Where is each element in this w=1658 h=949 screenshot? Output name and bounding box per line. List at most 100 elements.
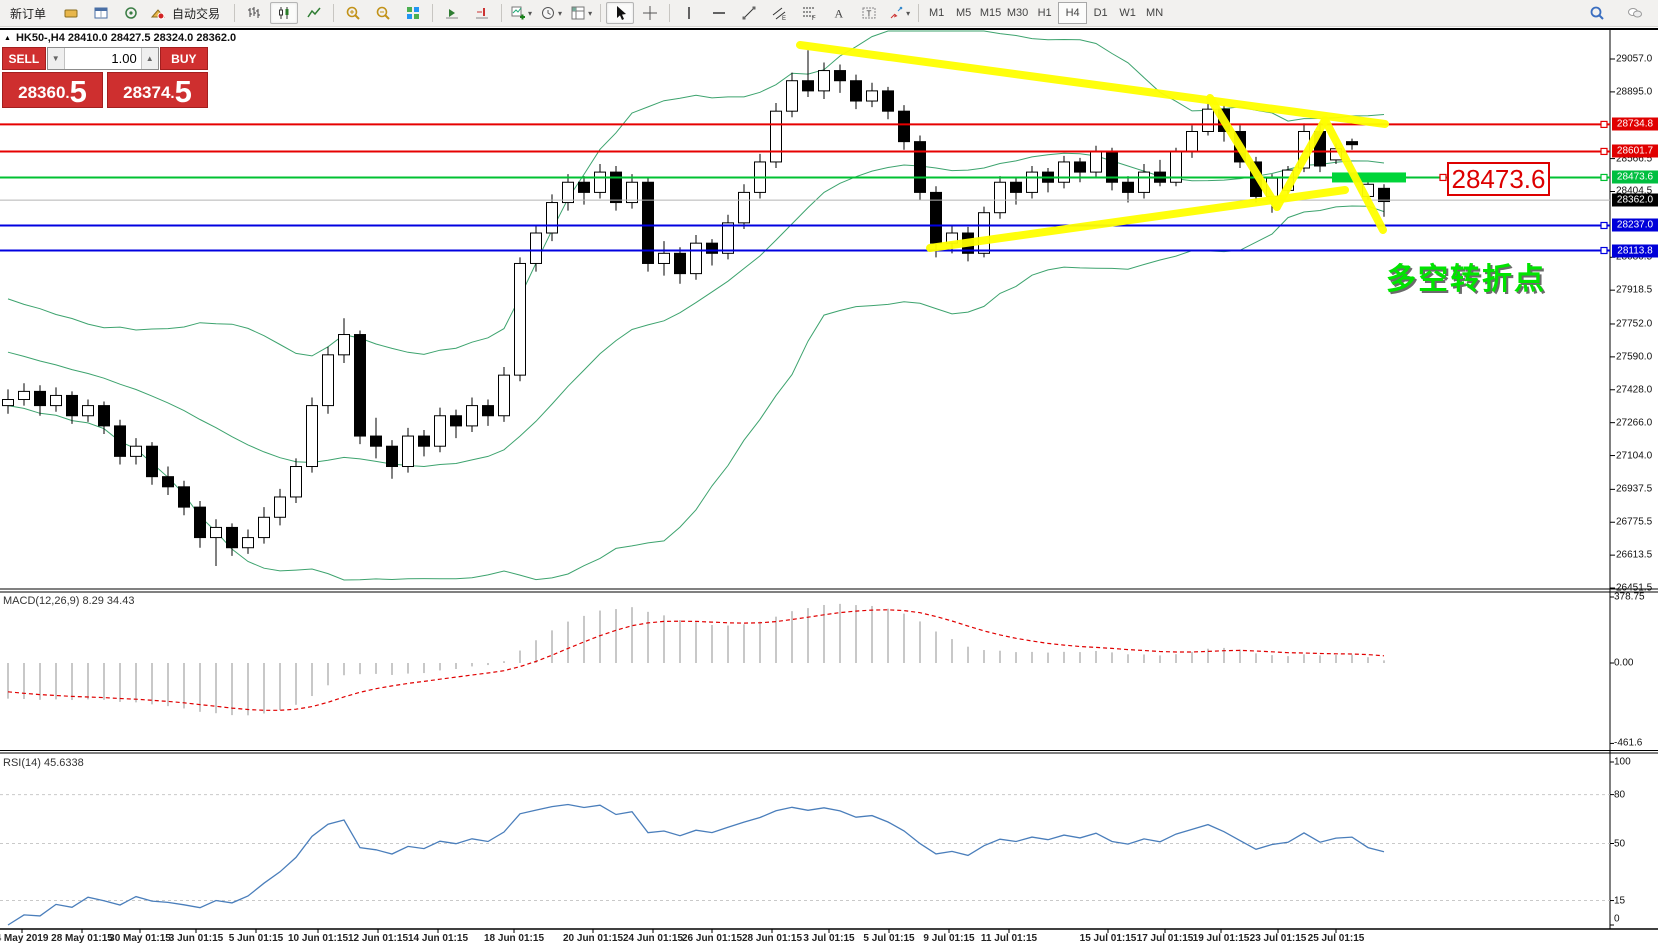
timeframe-mn-button[interactable]: MN xyxy=(1146,7,1164,19)
volume-input[interactable] xyxy=(64,48,141,69)
text-label-button[interactable]: T xyxy=(855,2,883,24)
rsi-axis-tick: 0 xyxy=(1614,913,1620,925)
data-window-icon xyxy=(125,7,137,19)
chat-icon[interactable] xyxy=(1621,2,1649,24)
line-chart-icon xyxy=(307,7,321,18)
trendline-button[interactable] xyxy=(735,2,763,24)
time-axis-label: 3 Jul 01:15 xyxy=(803,933,855,944)
bar-chart-button[interactable] xyxy=(240,2,268,24)
chart-title-text: HK50-,H4 28410.0 28427.5 28324.0 28362.0 xyxy=(15,32,237,44)
templates-icon xyxy=(571,6,585,20)
rsi-axis-tick: 80 xyxy=(1614,789,1626,801)
fibonacci-button[interactable]: F xyxy=(795,2,823,24)
time-axis-label: 12 Jun 01:15 xyxy=(347,933,409,944)
time-axis-label: 10 Jun 01:15 xyxy=(287,933,349,944)
turning-point-annotation[interactable]: 多空转折点 xyxy=(1386,263,1546,296)
price-callout-box[interactable]: 28473.6 xyxy=(1447,162,1550,196)
green-highlight-segment[interactable] xyxy=(1332,172,1406,183)
chevron-down-icon: ▾ xyxy=(558,8,563,18)
price-axis-tick: 27590.0 xyxy=(1616,351,1653,363)
time-axis-label: 24 Jun 01:15 xyxy=(622,933,684,944)
sell-button[interactable]: SELL xyxy=(2,47,46,70)
time-axis-label: 19 Jul 01:15 xyxy=(1192,933,1250,944)
zoom-in-button[interactable] xyxy=(339,2,367,24)
timeframe-m1-button[interactable]: M1 xyxy=(928,7,945,19)
price-axis-tick: 26451.5 xyxy=(1616,582,1653,594)
auto-trading-button[interactable]: 自动交易 xyxy=(147,2,229,24)
chart-shift-button[interactable] xyxy=(468,2,496,24)
price-level-label: 28113.8 xyxy=(1612,244,1658,257)
channel-icon: E xyxy=(772,7,786,21)
time-axis-label: 15 Jul 01:15 xyxy=(1079,933,1137,944)
buy-price-dot: . xyxy=(170,85,175,102)
buy-price-main: 28374 xyxy=(123,83,171,102)
text-button[interactable]: A xyxy=(825,2,853,24)
time-axis-label: 23 Jul 01:15 xyxy=(1249,933,1307,944)
price-axis-tick: 27428.0 xyxy=(1616,384,1653,396)
periods-button[interactable]: ▾ xyxy=(537,2,565,24)
trendline-icon xyxy=(742,6,756,20)
svg-text:E: E xyxy=(782,16,786,21)
auto-scroll-button[interactable] xyxy=(438,2,466,24)
toolbar-separator xyxy=(918,4,920,22)
horizontal-line-button[interactable] xyxy=(705,2,733,24)
sell-price-display[interactable]: 28360. 5 xyxy=(2,72,103,108)
time-axis-label: 28 May 01:15 xyxy=(51,933,113,944)
current-price-label: 28362.0 xyxy=(1612,193,1658,207)
line-chart-button[interactable] xyxy=(300,2,328,24)
timeframe-m30-button[interactable]: M30 xyxy=(1006,7,1029,19)
time-axis-label: 30 May 01:15 xyxy=(109,933,171,944)
chevron-down-icon: ▾ xyxy=(906,8,911,18)
candlestick-chart-button[interactable] xyxy=(270,2,299,24)
arrows-icon xyxy=(890,6,903,19)
yellow-trendlines[interactable] xyxy=(796,41,1389,252)
templates-button[interactable]: ▾ xyxy=(567,2,595,24)
sell-price-dot: . xyxy=(65,85,70,102)
svg-text:A: A xyxy=(835,7,844,21)
volume-stepper: ▼ ▲ xyxy=(46,47,159,70)
rsi-axis-tick: 50 xyxy=(1614,838,1626,849)
tile-windows-button[interactable] xyxy=(399,2,427,24)
channel-button[interactable]: E xyxy=(765,2,793,24)
rsi-axis-tick: 15 xyxy=(1614,895,1626,907)
tile-windows-icon xyxy=(407,7,420,19)
time-axis-label: 4 May 2019 xyxy=(0,933,49,944)
timeframe-w1-button[interactable]: W1 xyxy=(1119,7,1136,19)
timeframe-d1-button[interactable]: D1 xyxy=(1093,7,1108,19)
price-axis-tick: 26775.5 xyxy=(1616,516,1653,528)
volume-increase-button[interactable]: ▲ xyxy=(140,48,158,69)
price-axis-tick: 27752.0 xyxy=(1616,318,1653,330)
timeframe-h4-button[interactable]: H4 xyxy=(1058,2,1088,24)
arrows-button[interactable]: ▾ xyxy=(885,2,913,24)
buy-price-display[interactable]: 28374. 5 xyxy=(107,72,208,108)
cursor-button[interactable] xyxy=(606,2,635,24)
vertical-line-button[interactable] xyxy=(675,2,703,24)
indicators-button[interactable]: ▾ xyxy=(507,2,535,24)
new-order-button-label: 新订单 xyxy=(10,6,47,21)
chart-shift-icon xyxy=(476,8,489,19)
cursor-icon xyxy=(617,6,627,20)
time-axis-label: 26 Jun 01:15 xyxy=(681,933,743,944)
crosshair-button[interactable] xyxy=(636,2,664,24)
crosshair-icon xyxy=(643,6,658,20)
toolbar-separator xyxy=(600,4,602,22)
timeframe-m15-button[interactable]: M15 xyxy=(979,7,1002,19)
volume-decrease-button[interactable]: ▼ xyxy=(47,48,65,69)
zoom-out-button[interactable] xyxy=(369,2,397,24)
data-window-icon[interactable] xyxy=(117,2,145,24)
search-icon[interactable] xyxy=(1583,2,1611,24)
vertical-line-icon xyxy=(688,7,690,19)
timeframe-m5-button[interactable]: M5 xyxy=(955,7,972,19)
timeframe-h1-button[interactable]: H1 xyxy=(1037,7,1052,19)
market-watch-icon[interactable] xyxy=(87,2,115,24)
charts-icon[interactable] xyxy=(57,2,85,24)
zoom-out-icon xyxy=(376,6,390,20)
new-order-button[interactable]: 新订单 xyxy=(1,2,55,24)
buy-button[interactable]: BUY xyxy=(159,47,208,70)
collapse-marker-icon[interactable]: ▲ xyxy=(4,34,11,42)
price-level-label: 28601.7 xyxy=(1612,144,1658,158)
one-click-trading-panel: SELL ▼ ▲ BUY 28360.5 28374.5 xyxy=(2,47,208,108)
time-axis-label: 25 Jul 01:15 xyxy=(1307,933,1365,944)
